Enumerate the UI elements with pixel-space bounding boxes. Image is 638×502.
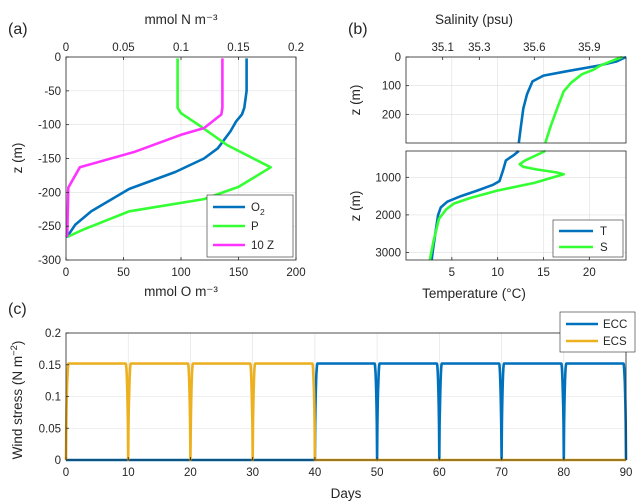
a-y-tick-label: -100 — [38, 120, 61, 132]
a-bottom-tick-label: 200 — [286, 267, 305, 279]
b-bottom-y-tick-label: 3000 — [375, 247, 401, 259]
c-y-tick-label: 0.05 — [39, 423, 61, 435]
b-bottom-y-axis-label: z (m) — [348, 191, 363, 222]
c-x-tick-label: 40 — [308, 467, 321, 479]
c-y-tick-label: 0.15 — [39, 360, 61, 372]
b-bottom-tick-label: 15 — [537, 267, 550, 279]
c-y-tick-label: 0 — [55, 455, 61, 467]
b-bottom-series-line-1 — [428, 149, 566, 261]
b-top-tick-label: 35.1 — [431, 42, 453, 54]
c-series-line-0 — [65, 362, 628, 462]
c-legend-label-1: ECS — [603, 336, 627, 348]
c-y-axis-label: Wind stress (N m−2) — [9, 341, 25, 460]
a-y-tick-label: 0 — [55, 52, 61, 64]
b-legend-box — [552, 219, 624, 258]
c-x-tick-label: 90 — [620, 467, 633, 479]
a-y-tick-label: -250 — [38, 221, 61, 233]
c-x-axis-label: Days — [331, 486, 362, 501]
a-bottom-tick-label: 100 — [171, 267, 190, 279]
c-x-tick-label: 0 — [63, 467, 69, 479]
b-top-y-tick-label: 0 — [395, 52, 401, 64]
a-legend-label-0: O2 — [251, 202, 265, 217]
b-bottom-y-tick-label: 2000 — [375, 210, 401, 222]
a-y-tick-label: -150 — [38, 154, 61, 166]
b-legend-label-0: T — [600, 226, 607, 238]
a-top-tick-label: 0.05 — [112, 42, 134, 54]
c-y-tick-label: 0.1 — [45, 392, 61, 404]
c-x-tick-label: 50 — [371, 467, 384, 479]
a-top-tick-label: 0.2 — [288, 42, 304, 54]
c-x-tick-label: 70 — [495, 467, 508, 479]
a-series-line-0 — [65, 58, 248, 238]
b-top-y-tick-label: 200 — [382, 109, 401, 121]
c-legend-box — [559, 311, 636, 353]
a-bottom-tick-label: 150 — [229, 267, 248, 279]
b-bottom-tick-label: 5 — [449, 267, 455, 279]
a-legend-label-2: 10 Z — [251, 240, 274, 252]
panel-label-b: (b) — [348, 21, 368, 38]
b-top-tick-label: 35.6 — [523, 42, 545, 54]
a-legend-label-1: P — [251, 221, 259, 233]
b-top-axes-frame — [405, 56, 627, 144]
c-x-tick-label: 60 — [433, 467, 446, 479]
c-x-tick-label: 30 — [246, 467, 259, 479]
c-y-tick-label: 0.2 — [45, 328, 61, 340]
a-y-axis-label: z (m) — [10, 143, 25, 174]
panel-label-a: (a) — [8, 21, 28, 38]
a-y-tick-label: -50 — [44, 86, 61, 98]
c-series-line-1 — [64, 362, 628, 462]
panel-label-c: (c) — [8, 301, 27, 318]
b-legend-label-1: S — [600, 242, 608, 254]
b-top-tick-label: 35.3 — [468, 42, 490, 54]
c-x-tick-label: 80 — [557, 467, 570, 479]
c-x-tick-label: 10 — [122, 467, 135, 479]
a-y-tick-label: -200 — [38, 187, 61, 199]
b-top-y-tick-label: 100 — [382, 81, 401, 93]
a-y-tick-label: -300 — [38, 255, 61, 267]
a-bottom-tick-label: 0 — [63, 267, 69, 279]
b-bottom-axes-frame — [405, 150, 627, 261]
a-top-tick-label: 0.15 — [227, 42, 249, 54]
b-top-tick-label: 35.9 — [578, 42, 600, 54]
a-bottom-tick-label: 50 — [117, 267, 130, 279]
b-bottom-y-tick-label: 1000 — [375, 172, 401, 184]
c-legend-label-0: ECC — [603, 319, 627, 331]
c-x-tick-label: 20 — [184, 467, 197, 479]
a-top-axis-label: mmol N m⁻³ — [144, 12, 218, 27]
b-bottom-series-line-0 — [430, 149, 520, 261]
a-series-line-1 — [66, 58, 273, 239]
a-top-tick-label: 0.1 — [173, 42, 189, 54]
b-bottom-axis-label: Temperature (°C) — [422, 286, 526, 301]
a-top-tick-label: 0 — [63, 42, 69, 54]
a-series-line-2 — [65, 58, 224, 238]
b-top-y-axis-label: z (m) — [348, 85, 363, 116]
b-bottom-tick-label: 20 — [583, 267, 596, 279]
b-top-axis-label: Salinity (psu) — [435, 12, 513, 27]
a-bottom-axis-label: mmol O m⁻³ — [144, 284, 218, 299]
b-top-series-line-0 — [517, 55, 627, 144]
b-bottom-tick-label: 10 — [491, 267, 504, 279]
b-top-series-line-1 — [544, 55, 623, 144]
plot-layer: 0 50 100 150 2000 0.05 0.1 0.15 0.20-50-100-150-… — [38, 42, 636, 479]
